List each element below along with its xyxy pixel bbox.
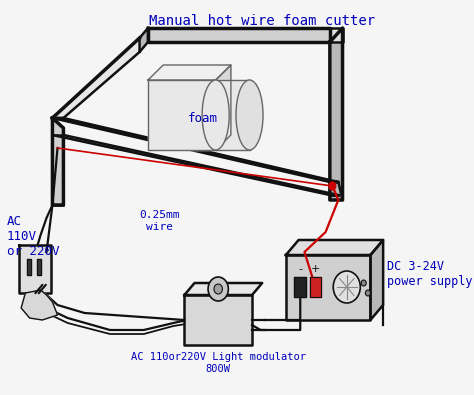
Polygon shape bbox=[53, 118, 338, 182]
Circle shape bbox=[208, 277, 228, 301]
Ellipse shape bbox=[236, 80, 263, 150]
Polygon shape bbox=[148, 65, 231, 80]
Polygon shape bbox=[148, 80, 216, 150]
Polygon shape bbox=[330, 28, 343, 200]
Text: DC 3-24V
power supply: DC 3-24V power supply bbox=[387, 260, 473, 288]
Text: 0.25mm
wire: 0.25mm wire bbox=[139, 210, 179, 231]
Ellipse shape bbox=[202, 80, 229, 150]
Polygon shape bbox=[371, 240, 383, 320]
Polygon shape bbox=[184, 283, 262, 295]
Polygon shape bbox=[330, 28, 343, 42]
Text: AC
110V
or 220V: AC 110V or 220V bbox=[7, 215, 59, 258]
Polygon shape bbox=[37, 259, 41, 275]
Text: Manual hot wire foam cutter: Manual hot wire foam cutter bbox=[149, 14, 375, 28]
Polygon shape bbox=[286, 255, 371, 320]
Circle shape bbox=[365, 290, 371, 296]
Polygon shape bbox=[139, 28, 148, 52]
Text: -: - bbox=[298, 264, 302, 274]
Polygon shape bbox=[53, 38, 139, 118]
Polygon shape bbox=[53, 118, 64, 205]
Polygon shape bbox=[216, 80, 249, 150]
Polygon shape bbox=[286, 240, 383, 255]
Circle shape bbox=[333, 271, 360, 303]
Text: foam: foam bbox=[188, 111, 218, 124]
Polygon shape bbox=[184, 295, 252, 345]
Polygon shape bbox=[148, 28, 330, 42]
Polygon shape bbox=[53, 135, 338, 195]
Polygon shape bbox=[27, 259, 31, 275]
Polygon shape bbox=[310, 277, 321, 297]
Text: AC 110or220V Light modulator
800W: AC 110or220V Light modulator 800W bbox=[131, 352, 306, 374]
Polygon shape bbox=[18, 245, 51, 293]
Polygon shape bbox=[294, 277, 306, 297]
Circle shape bbox=[361, 280, 366, 286]
Polygon shape bbox=[216, 65, 231, 150]
Text: +: + bbox=[311, 264, 320, 274]
Circle shape bbox=[329, 182, 336, 190]
Polygon shape bbox=[21, 290, 57, 320]
Circle shape bbox=[214, 284, 222, 294]
